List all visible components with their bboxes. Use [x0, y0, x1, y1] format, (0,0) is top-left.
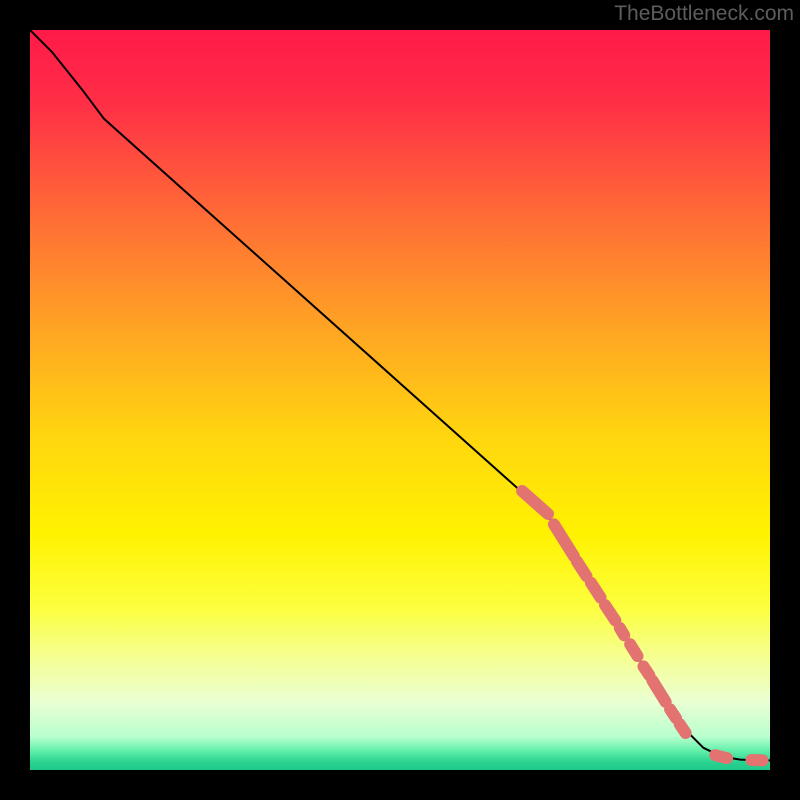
- data-marker: [620, 628, 624, 635]
- chart-frame: TheBottleneck.com: [0, 0, 800, 800]
- watermark-label: TheBottleneck.com: [614, 2, 794, 26]
- data-marker: [630, 644, 637, 656]
- data-marker: [670, 709, 676, 718]
- data-marker: [591, 583, 601, 598]
- data-marker: [715, 755, 727, 758]
- chart-svg: [0, 0, 800, 800]
- data-marker: [643, 666, 649, 675]
- data-marker: [680, 724, 686, 733]
- plot-background: [30, 30, 770, 770]
- data-marker: [577, 561, 587, 576]
